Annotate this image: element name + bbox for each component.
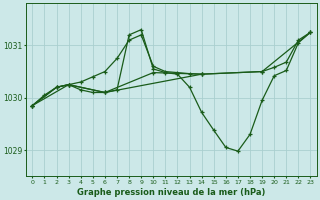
X-axis label: Graphe pression niveau de la mer (hPa): Graphe pression niveau de la mer (hPa) bbox=[77, 188, 266, 197]
